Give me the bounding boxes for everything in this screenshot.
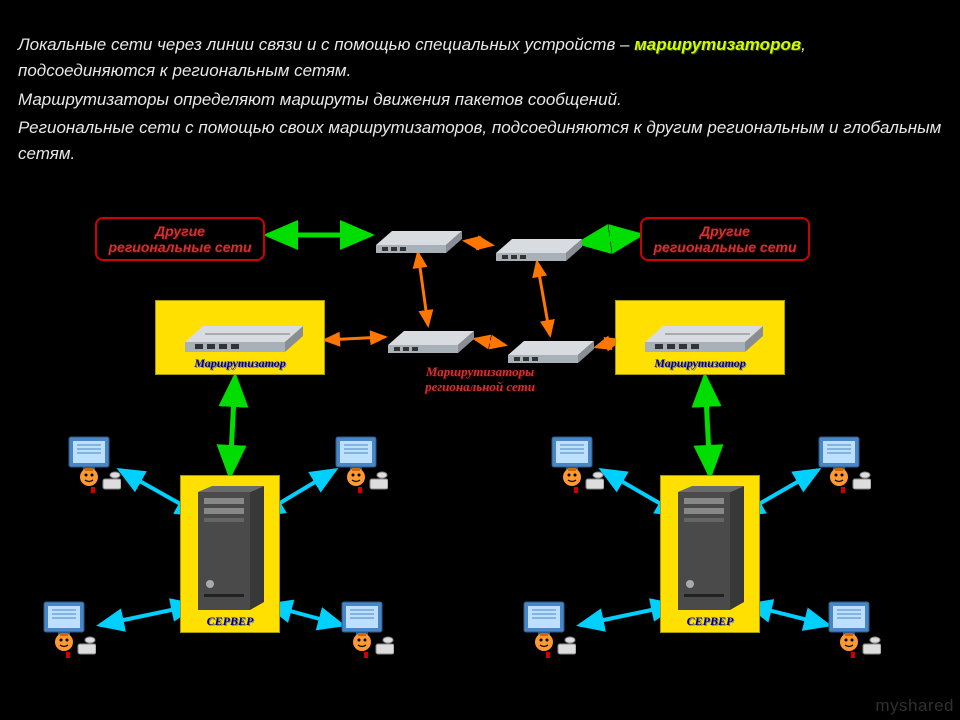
server-tower-icon — [190, 484, 270, 614]
server-box-right: СЕРВЕР — [660, 475, 760, 633]
router-caption-left: Маршрутизатор — [194, 356, 286, 371]
other-networks-right-label: Другие региональные сети — [653, 223, 796, 255]
other-networks-left-label: Другие региональные сети — [108, 223, 251, 255]
p1a: Локальные сети через линии связи и с пом… — [18, 35, 634, 54]
other-networks-left: Другие региональные сети — [95, 217, 265, 261]
client-workstation-icon — [815, 435, 871, 493]
router-icon — [175, 312, 305, 354]
server-caption-right: СЕРВЕР — [687, 614, 734, 629]
para-3: Региональные сети с помощью своих маршру… — [18, 115, 942, 168]
regional-router-icon — [370, 223, 465, 255]
network-diagram: Другие региональные сети Другие регионал… — [0, 205, 960, 705]
server-caption-left: СЕРВЕР — [207, 614, 254, 629]
para-2: Маршрутизаторы определяют маршруты движе… — [18, 87, 942, 113]
client-workstation-icon — [332, 435, 388, 493]
server-tower-icon — [670, 484, 750, 614]
para-1: Локальные сети через линии связи и с пом… — [18, 32, 942, 85]
regional-router-icon — [490, 231, 585, 263]
client-workstation-icon — [40, 600, 96, 658]
p1-highlight: маршрутизаторов — [634, 35, 801, 54]
client-workstation-icon — [548, 435, 604, 493]
central-routers-label: Маршрутизаторы региональной сети — [400, 365, 560, 395]
client-workstation-icon — [825, 600, 881, 658]
regional-router-icon — [382, 323, 477, 355]
client-workstation-icon — [520, 600, 576, 658]
server-box-left: СЕРВЕР — [180, 475, 280, 633]
regional-router-icon — [502, 333, 597, 365]
router-icon — [635, 312, 765, 354]
watermark: myshared — [875, 696, 954, 716]
client-workstation-icon — [65, 435, 121, 493]
client-workstation-icon — [338, 600, 394, 658]
router-caption-right: Маршрутизатор — [654, 356, 746, 371]
other-networks-right: Другие региональные сети — [640, 217, 810, 261]
router-box-left: Маршрутизатор — [155, 300, 325, 375]
description-text: Локальные сети через линии связи и с пом… — [18, 32, 942, 170]
router-box-right: Маршрутизатор — [615, 300, 785, 375]
